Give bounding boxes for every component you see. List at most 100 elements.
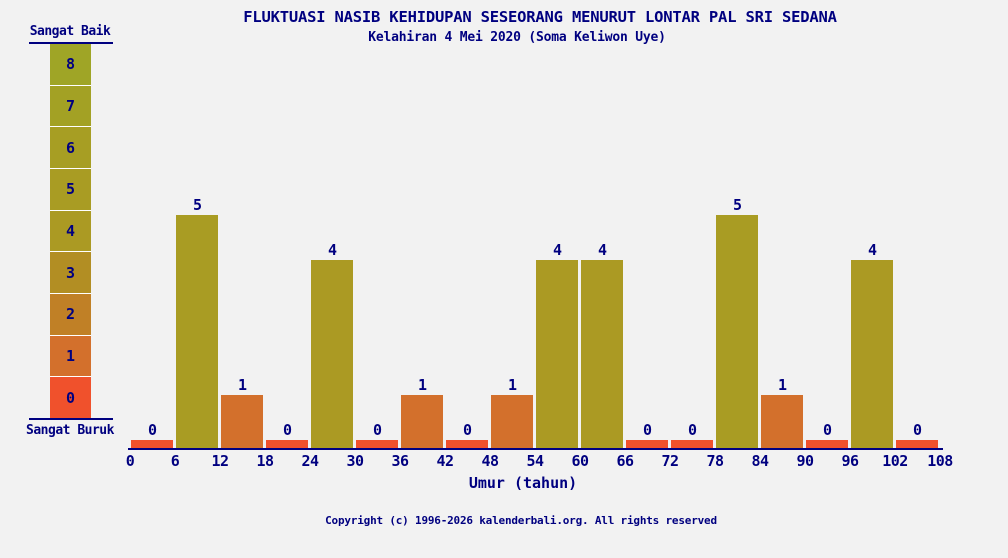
scale-cell-value: 1 (65, 347, 76, 366)
scale-cell-3: 3 (50, 252, 91, 295)
bar-value-label: 4 (597, 241, 608, 259)
x-tick-84: 84 (751, 452, 769, 470)
x-tick-24: 24 (301, 452, 319, 470)
bar (491, 395, 533, 448)
scale-cell-value: 8 (65, 55, 76, 74)
bar-value-label: 1 (237, 376, 248, 394)
bar-slot-age-0-6: 0 (130, 215, 175, 448)
x-tick-42: 42 (436, 452, 454, 470)
bar-slot-age-102-108: 0 (895, 215, 940, 448)
bar-value-label: 0 (147, 421, 158, 439)
x-tick-12: 12 (211, 452, 229, 470)
x-tick-108: 108 (927, 452, 953, 470)
bar-slot-age-12-18: 1 (220, 215, 265, 448)
bar-value-label: 0 (282, 421, 293, 439)
bar (446, 440, 488, 448)
chart-subtitle: Kelahiran 4 Mei 2020 (Soma Keliwon Uye) (368, 30, 666, 45)
bar (671, 440, 713, 448)
bar-slot-age-54-60: 4 (535, 215, 580, 448)
bar-slot-age-66-72: 0 (625, 215, 670, 448)
x-tick-96: 96 (841, 452, 859, 470)
scale-cell-0: 0 (50, 377, 91, 419)
x-tick-36: 36 (391, 452, 409, 470)
scale-cell-7: 7 (50, 85, 91, 128)
bar (266, 440, 308, 448)
scale-cell-1: 1 (50, 335, 91, 378)
bar-value-label: 1 (507, 376, 518, 394)
scale-bottom-divider (29, 418, 113, 420)
bar (176, 215, 218, 448)
x-axis-line (128, 448, 943, 450)
bar (896, 440, 938, 448)
bar-slot-age-72-78: 0 (670, 215, 715, 448)
bar (581, 260, 623, 448)
bar-slot-age-84-90: 1 (760, 215, 805, 448)
scale-cell-8: 8 (50, 44, 91, 86)
x-tick-54: 54 (526, 452, 544, 470)
bar (536, 260, 578, 448)
scale-cell-value: 4 (65, 222, 76, 241)
bar (221, 395, 263, 448)
bar-slot-age-36-42: 1 (400, 215, 445, 448)
bar-slot-age-90-96: 0 (805, 215, 850, 448)
x-tick-102: 102 (882, 452, 908, 470)
copyright-text: Copyright (c) 1996-2026 kalenderbali.org… (325, 514, 717, 527)
bar-slot-age-42-48: 0 (445, 215, 490, 448)
bar-value-label: 4 (867, 241, 878, 259)
bar (131, 440, 173, 448)
bar-value-label: 0 (372, 421, 383, 439)
scale-cell-5: 5 (50, 169, 91, 211)
bar (311, 260, 353, 448)
scale-cell-value: 0 (65, 388, 76, 407)
bar (626, 440, 668, 448)
scale-best-label: Sangat Baik (29, 24, 111, 39)
bar (356, 440, 398, 448)
x-tick-0: 0 (125, 452, 135, 470)
bar-slot-age-78-84: 5 (715, 198, 760, 448)
scale-cell-4: 4 (50, 210, 91, 253)
bar-value-label: 0 (912, 421, 923, 439)
chart-title: FLUKTUASI NASIB KEHIDUPAN SESEORANG MENU… (243, 8, 837, 26)
bar-slot-age-48-54: 1 (490, 215, 535, 448)
bar-value-label: 0 (687, 421, 698, 439)
scale-cell-value: 3 (65, 263, 76, 282)
scale-cell-value: 7 (65, 97, 76, 115)
bar-value-label: 0 (642, 421, 653, 439)
x-tick-90: 90 (796, 452, 814, 470)
bar (806, 440, 848, 448)
bar (851, 260, 893, 448)
bar-slot-age-18-24: 0 (265, 215, 310, 448)
x-tick-78: 78 (706, 452, 724, 470)
bar-slot-age-96-102: 4 (850, 215, 895, 448)
bar-value-label: 4 (552, 241, 563, 259)
scale-top-divider (29, 42, 113, 44)
x-tick-66: 66 (616, 452, 634, 470)
bar-value-label: 1 (417, 376, 428, 394)
bar (716, 215, 758, 448)
scale-cell-value: 6 (65, 138, 76, 157)
scale-cell-value: 2 (65, 305, 76, 324)
bar-slot-age-24-30: 4 (310, 215, 355, 448)
bar-slot-age-6-12: 5 (175, 198, 220, 448)
rating-scale: 8 7 6 5 4 3 2 1 0 (50, 44, 91, 419)
scale-worst-label: Sangat Buruk (26, 423, 114, 438)
x-tick-6: 6 (170, 452, 180, 470)
bar-value-label: 5 (192, 196, 203, 214)
bar-slot-age-30-36: 0 (355, 215, 400, 448)
scale-cell-2: 2 (50, 294, 91, 336)
x-tick-30: 30 (346, 452, 364, 470)
scale-cell-value: 5 (65, 180, 76, 199)
bar (401, 395, 443, 448)
bar-slot-age-60-66: 4 (580, 215, 625, 448)
scale-cell-6: 6 (50, 127, 91, 170)
x-axis-label: Umur (tahun) (468, 474, 578, 492)
bar (761, 395, 803, 448)
bar-value-label: 0 (822, 421, 833, 439)
bar-value-label: 1 (777, 376, 788, 394)
bar-value-label: 5 (732, 196, 743, 214)
bar-value-label: 4 (327, 241, 338, 259)
x-tick-72: 72 (661, 452, 679, 470)
x-tick-18: 18 (256, 452, 274, 470)
